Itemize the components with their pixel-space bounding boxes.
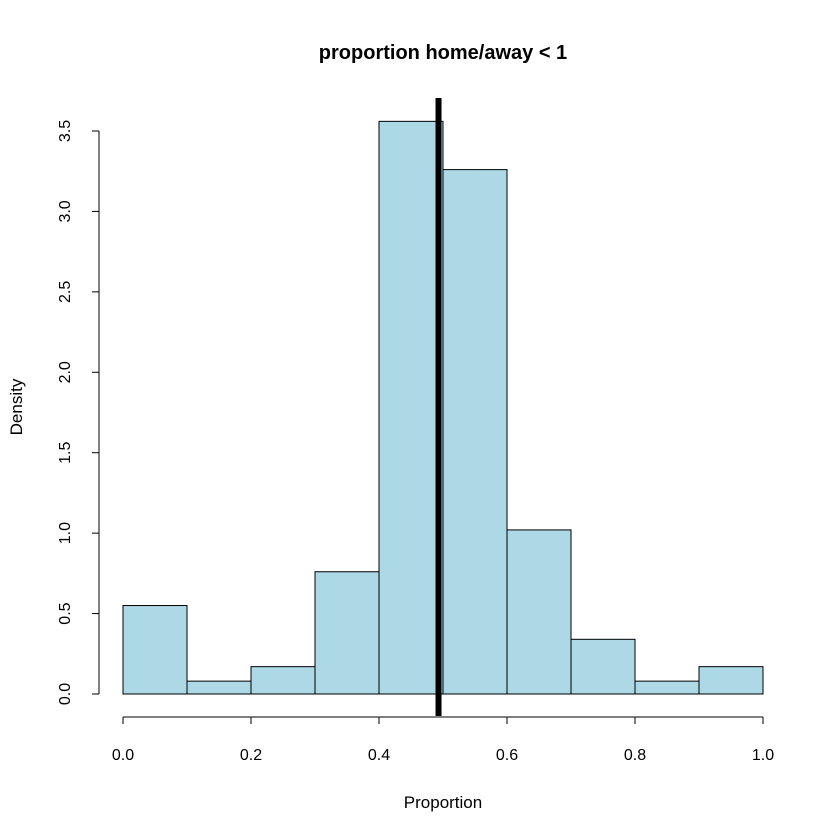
y-tick-label: 1.5 xyxy=(57,441,74,463)
y-tick-label: 2.5 xyxy=(57,281,74,303)
y-tick-label: 3.5 xyxy=(57,120,74,142)
histogram-bar xyxy=(442,169,508,695)
bars-group xyxy=(122,120,764,695)
x-tick-label: 1.0 xyxy=(752,747,774,764)
y-axis-label: Density xyxy=(7,378,26,435)
x-tick-label: 0.4 xyxy=(368,747,390,764)
x-tick-label: 0.0 xyxy=(112,747,134,764)
y-tick-label: 1.0 xyxy=(57,522,74,544)
y-tick-label: 3.0 xyxy=(57,200,74,222)
histogram-bar xyxy=(698,666,764,695)
y-tick-label: 0.0 xyxy=(57,683,74,705)
x-tick-label: 0.2 xyxy=(240,747,262,764)
histogram-bar xyxy=(314,571,380,695)
y-tick-label: 0.5 xyxy=(57,602,74,624)
x-tick-label: 0.6 xyxy=(496,747,518,764)
histogram-bar xyxy=(570,638,636,695)
x-axis: 0.0 0.2 0.4 0.6 0.8 1.0 xyxy=(112,716,774,764)
histogram-bar xyxy=(378,120,444,695)
x-axis-label: Proportion xyxy=(404,793,482,812)
histogram-bar xyxy=(634,680,700,695)
histogram-bar xyxy=(250,666,316,695)
histogram-bar xyxy=(122,605,188,695)
y-tick-label: 2.0 xyxy=(57,361,74,383)
chart-title: proportion home/away < 1 xyxy=(319,42,567,64)
histogram-bar xyxy=(506,529,572,695)
y-axis: 0.0 0.5 1.0 1.5 2.0 2.5 3.0 3.5 xyxy=(57,120,100,705)
x-tick-label: 0.8 xyxy=(624,747,646,764)
histogram-bar xyxy=(186,680,252,695)
